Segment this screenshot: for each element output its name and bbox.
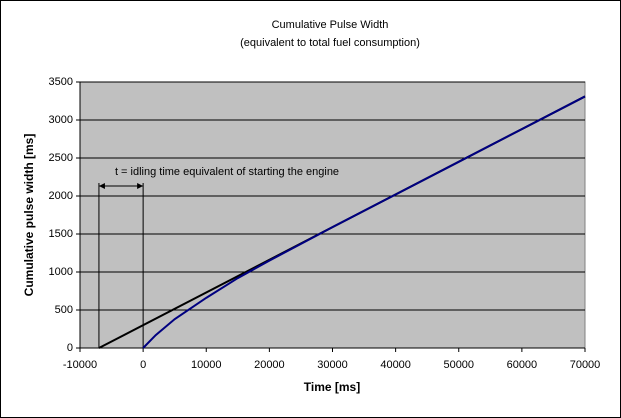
y-tick-label: 3000 (49, 114, 73, 126)
x-tick-label: 10000 (191, 359, 222, 371)
x-tick-label: 50000 (443, 359, 474, 371)
chart-subtitle: (equivalent to total fuel consumption) (240, 37, 420, 49)
chart-title: Cumulative Pulse Width (272, 19, 389, 31)
y-tick-label: 2000 (49, 190, 73, 202)
y-axis-label: Cumulative pulse width [ms] (22, 134, 36, 297)
x-tick-label: 60000 (507, 359, 538, 371)
y-tick-label: 1000 (49, 266, 73, 278)
x-tick-label: 70000 (570, 359, 601, 371)
x-tick-label: 40000 (380, 359, 411, 371)
x-tick-label: -10000 (63, 359, 97, 371)
y-tick-label: 2500 (49, 152, 73, 164)
annotation: t = idling time equivalent of starting t… (115, 166, 339, 178)
y-tick-label: 500 (55, 304, 73, 316)
plot-area (79, 81, 586, 349)
y-tick-label: 1500 (49, 228, 73, 240)
y-tick-label: 0 (67, 342, 73, 354)
y-tick-label: 3500 (49, 76, 73, 88)
x-tick-label: 30000 (317, 359, 348, 371)
series-line (142, 95, 586, 349)
x-axis-label: Time [ms] (304, 380, 360, 394)
x-tick-label: 20000 (254, 359, 285, 371)
x-tick-label: 0 (140, 359, 146, 371)
